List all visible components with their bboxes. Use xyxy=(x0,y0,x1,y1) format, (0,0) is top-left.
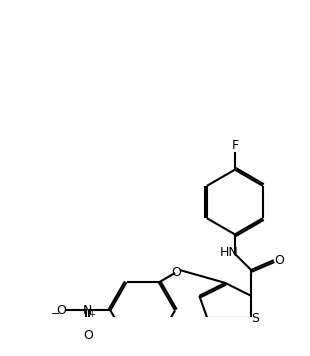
Text: O: O xyxy=(172,266,182,278)
Text: N: N xyxy=(83,304,92,317)
Text: S: S xyxy=(251,312,259,325)
Text: −: − xyxy=(51,309,60,319)
Text: O: O xyxy=(83,329,93,342)
Text: HN: HN xyxy=(219,246,238,259)
Text: +: + xyxy=(88,310,95,319)
Text: F: F xyxy=(231,139,238,152)
Text: O: O xyxy=(274,254,284,267)
Text: O: O xyxy=(56,304,66,317)
